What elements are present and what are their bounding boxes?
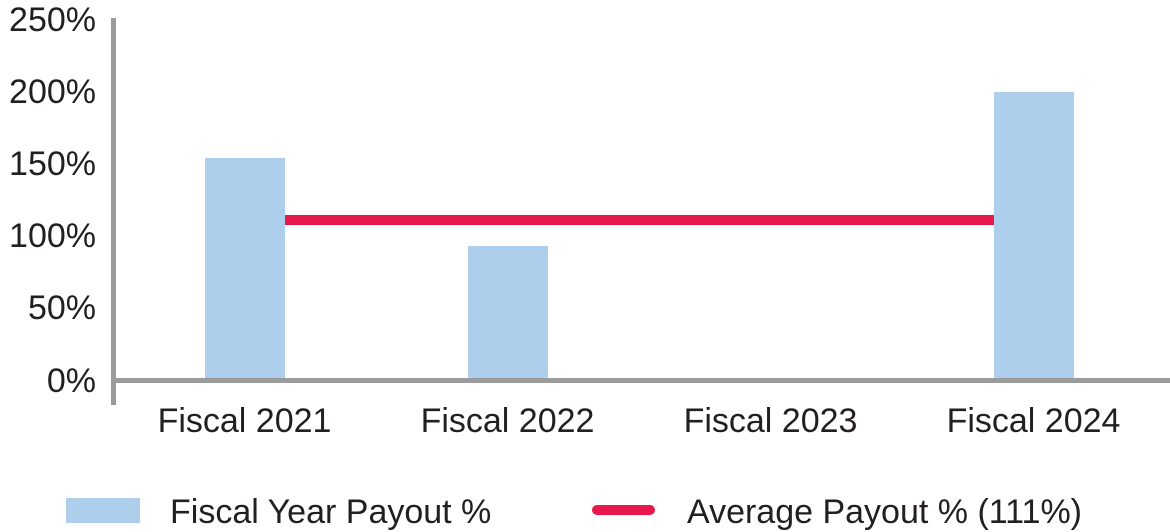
- x-axis-label-fiscal-2021: Fiscal 2021: [157, 402, 332, 440]
- x-axis-label-fiscal-2023: Fiscal 2023: [683, 402, 858, 440]
- y-axis-line: [111, 18, 116, 405]
- bar-fiscal-2022: [467, 246, 548, 378]
- x-axis-label-fiscal-2022: Fiscal 2022: [420, 402, 595, 440]
- y-axis-tick-label-100pct: 100%: [9, 217, 96, 256]
- y-axis-tick-label-50pct: 50%: [27, 289, 96, 328]
- x-axis-label-fiscal-2024: Fiscal 2024: [946, 402, 1121, 440]
- bar-fiscal-2024: [993, 92, 1074, 378]
- y-axis-tick-label-150pct: 150%: [9, 145, 96, 184]
- y-axis-tick-label-200pct: 200%: [9, 73, 96, 112]
- y-axis-tick-label-250pct: 250%: [9, 0, 96, 39]
- average-line: [240, 215, 1038, 226]
- y-axis-tick-label-0pct: 0%: [46, 361, 96, 400]
- bar-fiscal-2021: [204, 158, 285, 378]
- x-axis-line: [111, 378, 1170, 383]
